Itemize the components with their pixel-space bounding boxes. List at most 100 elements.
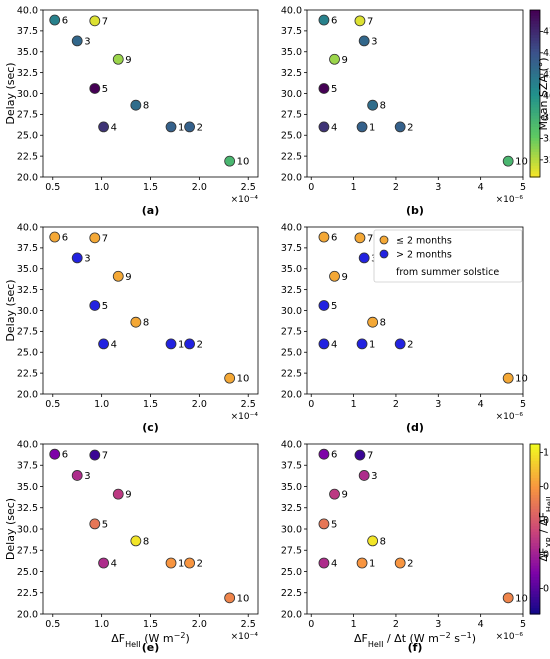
panel-a: 20.022.525.027.530.032.535.037.540.00.5 1…: [4, 5, 259, 217]
panel-f: 20.0 22.5 25.0 27.5 30.0 32.5 35.0 37.5 40.0 0 1 2 3…: [281, 439, 528, 654]
point-label: 5: [102, 84, 108, 95]
point-label: 7: [102, 233, 108, 244]
point-label: 9: [125, 272, 131, 283]
point-label: 3: [371, 471, 377, 482]
colorbar-segment: [530, 580, 540, 584]
y-tick-label: 32.5: [17, 68, 38, 79]
colorbar-segment: [530, 492, 540, 496]
colorbar-segment: [530, 461, 540, 465]
colorbar-segment: [530, 503, 540, 507]
colorbar-segment: [530, 126, 540, 131]
point-label: 9: [342, 55, 348, 66]
point-label: 6: [62, 233, 68, 244]
colorbar-flux-ratio: 0.2 0.4 0.6 0.8 1.0 ΔFXR / ΔFHeII: [529, 443, 550, 615]
y-tick-label: 25.0: [281, 567, 302, 578]
point-label: 5: [331, 301, 337, 312]
point-label: 6: [62, 16, 68, 27]
point-label: 9: [342, 490, 348, 501]
x-tick-label: 2: [393, 619, 399, 630]
x-tick-label: 1.5: [143, 182, 158, 193]
point-label: 3: [84, 471, 90, 482]
point-label: 4: [111, 122, 117, 133]
colorbar-segment: [530, 523, 540, 527]
colorbar-segment: [530, 478, 540, 482]
colorbar-segment: [530, 534, 540, 539]
y-tick-label: 37.5: [17, 26, 38, 37]
point-label: 7: [367, 16, 373, 27]
point-label: 8: [143, 536, 149, 547]
colorbar-segment: [530, 168, 540, 173]
x-tick-label: 2.0: [192, 399, 207, 410]
x-tick-label: 1: [351, 399, 357, 410]
colorbar-segment: [530, 93, 540, 97]
y-tick-label: 40.0: [17, 439, 38, 450]
point-label: 10: [237, 593, 250, 604]
data-point: [112, 270, 124, 282]
data-point: [224, 372, 236, 384]
colorbar-segment: [530, 138, 540, 142]
x-tick-label: 5: [520, 399, 526, 410]
data-point: [318, 231, 330, 243]
colorbar-tick-label: 47.5: [543, 27, 550, 38]
data-point: [356, 557, 368, 569]
data-point: [89, 449, 101, 461]
y-tick-label: 30.0: [281, 306, 302, 317]
data-point: [318, 518, 330, 530]
colorbar-segment: [530, 577, 540, 581]
colorbar-segment: [530, 563, 540, 567]
colorbar-segment: [530, 48, 540, 53]
data-point: [318, 14, 330, 26]
y-tick-label: 30.0: [17, 89, 38, 100]
x-tick-label: 5: [520, 619, 526, 630]
y-tick-label: 30.0: [17, 524, 38, 535]
legend-marker: [379, 249, 389, 259]
y-tick-label: 37.5: [281, 26, 302, 37]
y-tick-label: 20.0: [17, 389, 38, 400]
point-label: 2: [407, 339, 413, 350]
colorbar-segment: [530, 121, 540, 125]
data-point: [367, 316, 379, 328]
colorbar-segment: [530, 594, 540, 598]
x-tick-label: 1: [351, 619, 357, 630]
colorbar-segment: [530, 57, 540, 61]
colorbar-segment: [530, 157, 540, 161]
x-tick-label: 2.0: [192, 182, 207, 193]
axis-multiplier: ×10⁻⁶: [496, 632, 524, 642]
data-point: [224, 155, 236, 167]
colorbar-segment: [530, 602, 540, 607]
point-label: 5: [331, 519, 337, 530]
point-label: 6: [331, 16, 337, 27]
y-tick-label: 40.0: [17, 5, 38, 16]
panel-d: 20.0 22.5 25.0 27.5 30.0 32.5 35.0 37.5 40.0 0 1 2 3…: [281, 222, 528, 434]
panel-c: 20.022.525.027.530.032.535.037.540.00.5 1…: [4, 222, 259, 434]
point-label: 8: [380, 101, 386, 112]
panel-title: (d): [406, 421, 424, 434]
x-tick-label: 1.0: [94, 619, 109, 630]
point-label: 1: [178, 559, 184, 570]
y-tick-label: 27.5: [281, 327, 302, 338]
colorbar-segment: [530, 43, 540, 47]
point-label: 8: [143, 318, 149, 329]
point-label: 1: [178, 122, 184, 133]
y-tick-label: 37.5: [17, 243, 38, 254]
colorbar-segment: [530, 585, 540, 590]
colorbar-segment: [530, 140, 540, 145]
colorbar-tick-label: 40.0: [543, 91, 550, 102]
colorbar-segment: [530, 455, 540, 459]
colorbar-tick-label: 42.5: [543, 69, 550, 80]
colorbar-segment: [530, 452, 540, 456]
y-tick-label: 37.5: [281, 461, 302, 472]
colorbar-mean-sza: 32.5 35.0 37.5 40.0 42.5 45.0 47.5 Mean SZA (°): [529, 9, 550, 178]
colorbar-segment: [530, 76, 540, 81]
panel-title: (c): [142, 421, 159, 434]
data-point: [329, 270, 340, 282]
x-tick-label: 3: [435, 182, 441, 193]
colorbar-segment: [530, 60, 540, 64]
point-label: 2: [197, 122, 203, 133]
colorbar-segment: [530, 129, 540, 134]
x-tick-label: 4: [478, 399, 484, 410]
colorbar-segment: [530, 40, 540, 44]
colorbar-segment: [530, 104, 540, 109]
y-tick-label: 25.0: [17, 348, 38, 359]
